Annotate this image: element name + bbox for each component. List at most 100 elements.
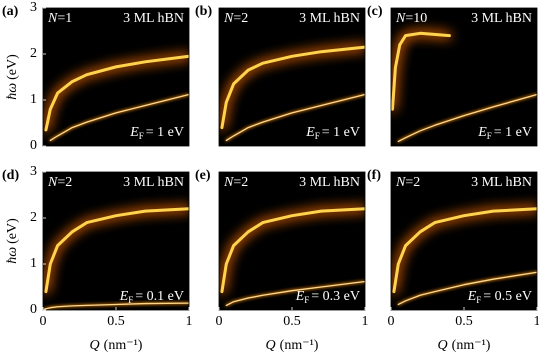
fermi-value: = 0.5 eV — [483, 289, 532, 304]
n-value: =1 — [57, 11, 72, 26]
n-symbol: N — [223, 11, 234, 26]
fermi-subscript: F — [315, 131, 320, 141]
panel: N=2 3 ML hBN EF = 0.5 eV (f) 0 0.5 1 Q (nm⁻¹) — [367, 168, 539, 353]
fermi-value: = 0.1 eV — [135, 289, 184, 304]
dispersion-branch — [225, 93, 365, 142]
material-label: 3 ML hBN — [123, 175, 184, 190]
x-tick-label: 0.5 — [283, 314, 301, 329]
n-symbol: N — [47, 175, 58, 190]
panel-frame — [42, 7, 190, 147]
fermi-symbol: E — [119, 289, 129, 304]
y-label-unit: (eV) — [5, 218, 20, 244]
dispersion-branch — [44, 54, 189, 132]
dispersion-branch — [225, 280, 365, 307]
panel-label: (a) — [2, 4, 19, 19]
dispersion-branch — [392, 207, 537, 294]
x-axis-label: Q (nm⁻¹) — [438, 338, 491, 353]
plot-area — [392, 207, 537, 306]
panel: N=2 3 ML hBN EF = 1 eV (b) — [195, 4, 366, 147]
heatmap-background — [219, 172, 365, 310]
x-label-symbol: Q — [266, 338, 276, 353]
panel-label: (e) — [195, 168, 211, 183]
fermi-value: = 1 eV — [494, 125, 532, 140]
fermi-subscript: F — [139, 131, 144, 141]
panel: N=2 3 ML hBN EF = 0.1 eV (d) 0 1 2 3 0 0.5 1 ħω (eV) Q… — [2, 164, 193, 353]
n-label: N=2 — [395, 175, 420, 190]
y-axis-label: ħω (eV) — [5, 218, 20, 264]
panel: N=1 3 ML hBN EF = 1 eV (a) 0 1 2 3 ħω (eV) — [2, 0, 190, 153]
y-tick-label: 3 — [30, 164, 37, 179]
heatmap-background — [219, 8, 365, 146]
panel-label: (f) — [367, 168, 381, 183]
fermi-symbol: E — [305, 125, 315, 140]
n-label: N=2 — [223, 11, 248, 26]
n-value: =2 — [405, 175, 420, 190]
heatmap-background — [43, 8, 189, 146]
plot-area — [391, 31, 537, 143]
y-tick-label: 0 — [30, 302, 37, 317]
x-tick-label: 1 — [362, 314, 369, 329]
n-label: N=10 — [395, 11, 427, 26]
fermi-subscript: F — [304, 295, 309, 305]
fermi-label: EF = 0.1 eV — [119, 289, 184, 305]
material-label: 3 ML hBN — [299, 175, 360, 190]
x-label-unit: (nm⁻¹) — [104, 338, 143, 353]
n-symbol: N — [395, 11, 406, 26]
plot-area — [220, 207, 365, 307]
x-label-symbol: Q — [90, 338, 100, 353]
y-tick-label: 1 — [30, 256, 37, 271]
n-symbol: N — [223, 175, 234, 190]
fermi-symbol: E — [129, 125, 139, 140]
dispersion-branch — [220, 207, 365, 294]
y-tick-label: 2 — [30, 210, 37, 225]
material-label: 3 ML hBN — [471, 11, 532, 26]
x-tick-label: 0.5 — [455, 314, 473, 329]
n-value: =2 — [57, 175, 72, 190]
fermi-subscript: F — [487, 131, 492, 141]
fermi-label: EF = 0.5 eV — [467, 289, 532, 305]
panel: N=10 3 ML hBN EF = 1 eV (c) — [367, 4, 538, 147]
x-tick-label: 0.5 — [107, 314, 125, 329]
plot-area — [43, 207, 189, 310]
x-tick-label: 0 — [216, 314, 223, 329]
x-axis-label: Q (nm⁻¹) — [266, 338, 319, 353]
x-tick-label: 0 — [40, 314, 47, 329]
material-label: 3 ML hBN — [299, 11, 360, 26]
y-tick-label: 3 — [30, 0, 37, 15]
y-tick-label: 0 — [30, 138, 37, 153]
material-label: 3 ML hBN — [471, 175, 532, 190]
panel-label: (d) — [2, 168, 19, 183]
fermi-value: = 1 eV — [322, 125, 360, 140]
fermi-value: = 1 eV — [146, 125, 184, 140]
y-tick-label: 2 — [30, 46, 37, 61]
n-label: N=1 — [47, 11, 72, 26]
fermi-subscript: F — [476, 295, 481, 305]
n-value: =2 — [233, 11, 248, 26]
n-symbol: N — [395, 175, 406, 190]
y-label-symbol: ħω — [5, 247, 20, 264]
n-value: =2 — [233, 175, 248, 190]
panel-label: (b) — [195, 4, 212, 19]
x-label-unit: (nm⁻¹) — [452, 338, 491, 353]
dispersion-branch — [397, 271, 537, 306]
dispersion-branch — [220, 45, 365, 130]
n-symbol: N — [47, 11, 58, 26]
plot-area — [44, 54, 189, 142]
n-value: =10 — [405, 11, 427, 26]
heatmap-background — [391, 8, 537, 146]
x-label-symbol: Q — [438, 338, 448, 353]
n-label: N=2 — [223, 175, 248, 190]
fermi-label: EF = 1 eV — [129, 125, 184, 141]
x-tick-label: 1 — [534, 314, 539, 329]
fermi-label: EF = 1 eV — [305, 125, 360, 141]
y-label-symbol: ħω — [5, 83, 20, 100]
panel-label: (c) — [367, 4, 383, 19]
x-axis-label: Q (nm⁻¹) — [90, 338, 143, 353]
fermi-subscript: F — [128, 295, 133, 305]
fermi-value: = 0.3 eV — [311, 289, 360, 304]
material-label: 3 ML hBN — [123, 11, 184, 26]
heatmap-background — [43, 172, 189, 310]
heatmap-background — [391, 172, 537, 310]
panel: N=2 3 ML hBN EF = 0.3 eV (e) 0 0.5 1 Q (nm⁻¹) — [195, 168, 369, 353]
